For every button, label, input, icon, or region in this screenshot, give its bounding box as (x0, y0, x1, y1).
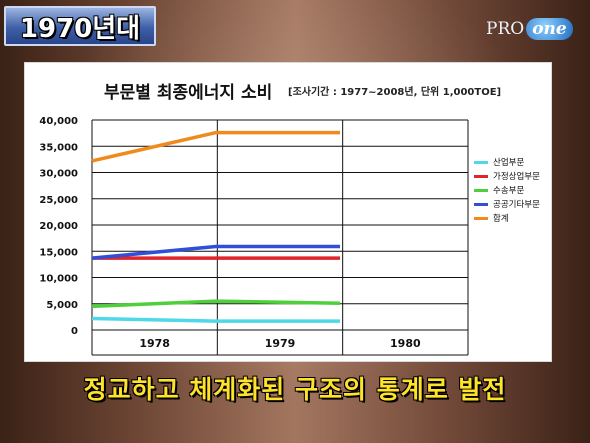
y-tick-label: 5,000 (46, 300, 78, 311)
y-tick-label: 25,000 (39, 195, 78, 206)
y-tick-label: 30,000 (39, 169, 78, 180)
y-tick-label: 0 (71, 326, 78, 337)
y-tick-label: 35,000 (39, 142, 78, 153)
chart-card (24, 62, 552, 362)
chart-title: 부문별 최종에너지 소비 (104, 83, 273, 103)
x-tick-label: 1979 (265, 337, 296, 350)
legend-swatch (474, 160, 488, 164)
series-line (91, 130, 340, 163)
logo-suffix: one (526, 18, 573, 40)
x-tick-label: 1978 (139, 337, 170, 350)
y-tick-label: 20,000 (39, 221, 78, 232)
legend-item: 가정상업부문 (474, 169, 554, 183)
era-badge: 1970년대 (4, 6, 156, 46)
legend-item: 공공기타부문 (474, 197, 554, 211)
channel-logo: PRO one (486, 14, 582, 44)
x-tick-label: 1980 (390, 337, 421, 350)
y-tick-label: 15,000 (39, 247, 78, 258)
logo-prefix: PRO (486, 19, 525, 39)
legend-item: 산업부문 (474, 155, 554, 169)
legend-swatch (474, 174, 488, 178)
legend-item: 합계 (474, 211, 554, 225)
legend-label: 수송부문 (493, 186, 525, 196)
series-line (91, 316, 340, 323)
y-tick-label: 10,000 (39, 274, 78, 285)
legend-item: 수송부문 (474, 183, 554, 197)
legend-label: 합계 (493, 214, 509, 224)
series-line (91, 244, 340, 260)
legend-swatch (474, 216, 488, 220)
series-line (91, 299, 341, 309)
caption-subtitle: 정교하고 체계화된 구조의 통계로 발전 (83, 375, 507, 404)
era-label: 1970년대 (19, 13, 141, 44)
legend-label: 산업부문 (493, 158, 525, 168)
y-tick-label: 40,000 (39, 116, 78, 127)
legend-swatch (474, 188, 488, 192)
legend-label: 가정상업부문 (493, 172, 540, 182)
legend-label: 공공기타부문 (493, 200, 540, 210)
chart-subtitle: [조사기간 : 1977~2008년, 단위 1,000TOE] (288, 87, 502, 98)
legend-swatch (474, 202, 488, 206)
